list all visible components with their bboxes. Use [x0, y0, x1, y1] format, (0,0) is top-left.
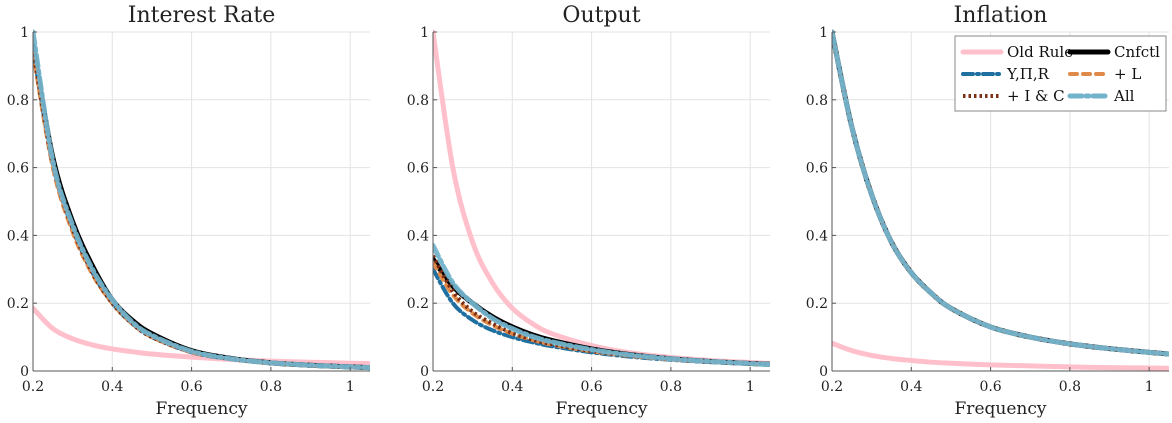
chart-title: Interest Rate [128, 3, 275, 28]
y-tick-label: 0.8 [7, 93, 29, 109]
legend-label-cnfctl: Cnfctl [1114, 43, 1160, 61]
y-tick-label: 0.8 [806, 93, 828, 109]
y-tick-label: 0.6 [806, 161, 828, 177]
x-tick-label: 0.4 [501, 379, 523, 395]
chart-panel-2: 0.2 0.4 0.6 0.8 100.20.40.60.81OutputFrequen… [407, 3, 770, 419]
chart-title: Output [562, 3, 640, 28]
y-tick-label: 0.4 [806, 228, 828, 244]
x-tick-label: 0.6 [180, 379, 202, 395]
legend-label-y-pi-r: Y,Π,R [1006, 65, 1050, 83]
x-tick-label: 0.2 [821, 379, 843, 395]
x-tick-label: 0.4 [900, 379, 922, 395]
legend-label-i-c: + I & C [1007, 87, 1065, 105]
x-tick-label: 0.6 [580, 379, 602, 395]
series-line-all [433, 243, 770, 368]
y-tick-label: 1 [819, 25, 828, 41]
series-line-old-rule [832, 340, 1169, 371]
y-tick-label: 0 [420, 364, 429, 380]
y-tick-label: 0.6 [7, 161, 29, 177]
series-line-all [33, 29, 370, 371]
y-tick-label: 1 [20, 25, 29, 41]
series-group [33, 29, 370, 371]
y-tick-label: 1 [420, 25, 429, 41]
y-tick-label: 0 [20, 364, 29, 380]
x-axis-label: Frequency [156, 399, 248, 419]
series-group [433, 29, 770, 368]
x-tick-label: 0.8 [1059, 379, 1081, 395]
series-line-i-c [33, 48, 370, 370]
chart-panel-3: 0.2 0.4 0.6 0.8 100.20.40.60.81InflationFreq… [806, 3, 1169, 419]
x-tick-label: 1 [746, 379, 755, 395]
x-tick-label: 0.8 [260, 379, 282, 395]
x-tick-label: 0.2 [422, 379, 444, 395]
y-tick-label: 0.6 [407, 161, 429, 177]
series-line-y-pi-r [33, 46, 370, 370]
x-axis-label: Frequency [556, 399, 648, 419]
legend-label-all: All [1113, 87, 1135, 105]
y-tick-label: 0.2 [806, 296, 828, 312]
y-tick-label: 0.4 [407, 228, 429, 244]
series-line-cnfctl [33, 43, 370, 371]
y-tick-label: 0 [819, 364, 828, 380]
legend-label-l: + L [1114, 65, 1141, 83]
x-tick-label: 0.4 [101, 379, 123, 395]
x-axis-label: Frequency [955, 399, 1047, 419]
legend: Old Rule Cnfctl Y,Π,R + L + I & C All [954, 35, 1167, 112]
x-tick-label: 1 [346, 379, 355, 395]
series-line-old-rule [33, 305, 370, 367]
x-tick-label: 0.6 [979, 379, 1001, 395]
series-group [832, 29, 1169, 371]
y-tick-label: 0.2 [407, 296, 429, 312]
series-line-all [832, 29, 1169, 357]
x-tick-label: 0.2 [22, 379, 44, 395]
y-tick-label: 0.2 [7, 296, 29, 312]
y-tick-label: 0.8 [407, 93, 429, 109]
x-tick-label: 0.8 [660, 379, 682, 395]
chart-title: Inflation [954, 3, 1048, 28]
legend-label-old-rule: Old Rule [1007, 43, 1073, 61]
x-tick-label: 1 [1145, 379, 1154, 395]
y-tick-label: 0.4 [7, 228, 29, 244]
